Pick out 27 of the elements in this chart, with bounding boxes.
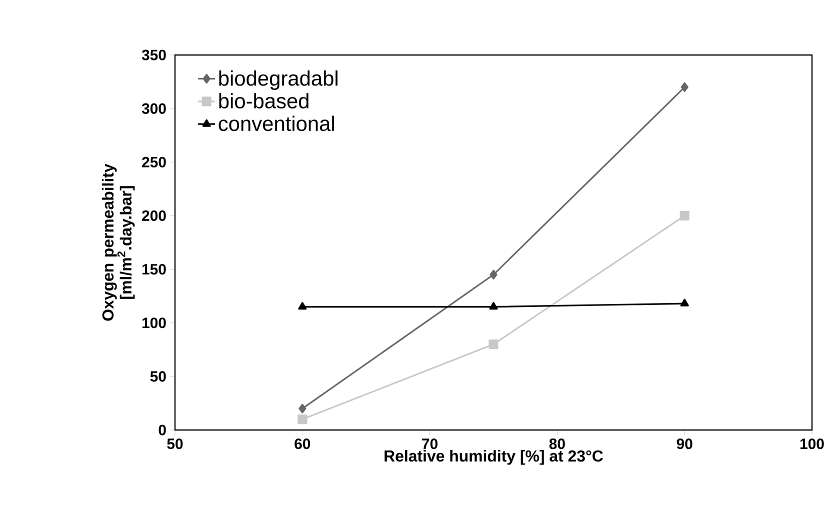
point (490, 270, 498, 280)
y-tick-label: 0 (158, 424, 166, 436)
legend-label: conventional (218, 116, 334, 132)
x-tick-label: 60 (294, 438, 310, 450)
point (298, 404, 306, 414)
y-tick-label: 250 (142, 156, 166, 168)
point (680, 82, 688, 92)
x-tick-label: 90 (676, 438, 692, 450)
point (488, 339, 498, 350)
point (680, 298, 689, 306)
x-tick-label: 80 (549, 438, 565, 450)
y-tick-label: 100 (142, 318, 166, 328)
point (298, 414, 308, 424)
y-tick-label: 350 (142, 50, 166, 60)
x-tick-label: 50 (167, 438, 183, 450)
y-tick-label: 200 (142, 210, 166, 221)
point (489, 302, 498, 310)
point (298, 302, 307, 310)
x-tick-label: 70 (422, 438, 438, 450)
legend-label: bio-based (219, 93, 308, 108)
point (680, 210, 690, 221)
y-tick-label: 150 (142, 264, 166, 275)
legend-label: biodegradabl (219, 70, 338, 90)
y-tick-label: 300 (142, 103, 166, 114)
x-tick-label: 100 (800, 438, 824, 450)
x-axis-title: Relative humidity [%] at 23°C (384, 450, 603, 465)
y-tick-label: 50 (150, 371, 166, 382)
